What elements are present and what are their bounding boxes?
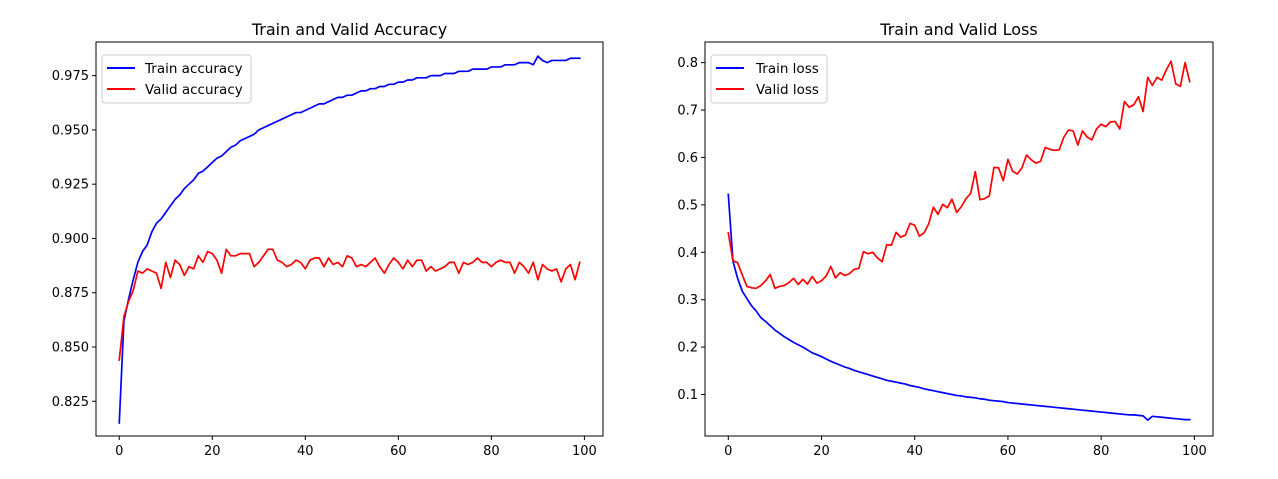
y-tick-label: 0.925 [52, 178, 89, 193]
y-axis-ticks: 0.825 0.850 0.875 0.900 0.925 0.950 0.975 [52, 69, 96, 410]
y-tick-label: 0.875 [52, 286, 89, 301]
x-tick-label: 80 [483, 444, 500, 459]
loss-chart: Train and Valid Loss 0.10.20.30.40.50.60… [677, 20, 1214, 459]
chart-title: Train and Valid Accuracy [251, 20, 447, 39]
y-tick-label: 0.3 [677, 293, 698, 308]
legend: Train accuracy Valid accuracy [101, 54, 252, 104]
y-tick-label: 0.975 [52, 69, 89, 84]
y-axis-ticks: 0.1 0.2 0.3 0.4 0.5 0.6 0.7 0.8 [677, 56, 705, 403]
plot-frame [704, 41, 1214, 437]
x-tick-label: 60 [1000, 444, 1017, 459]
x-tick-label: 0 [115, 444, 123, 459]
x-tick-label: 0 [724, 444, 732, 459]
accuracy-chart: Train and Valid Accuracy 0.825 0.850 0.875… [52, 20, 604, 459]
legend-label-valid-accuracy: Valid accuracy [145, 82, 243, 98]
legend-label-train-accuracy: Train accuracy [144, 61, 243, 77]
y-tick-label: 0.825 [52, 395, 89, 410]
legend: Train loss Valid loss [710, 54, 828, 104]
x-axis-ticks: 0 20 40 60 80 100 [115, 436, 597, 459]
x-axis-ticks: 0 20 40 60 80 100 [724, 436, 1207, 459]
y-tick-label: 0.850 [52, 340, 89, 355]
legend-label-train-loss: Train loss [755, 61, 819, 77]
legend-box [101, 54, 252, 104]
x-tick-label: 100 [1182, 444, 1207, 459]
x-tick-label: 20 [204, 444, 221, 459]
series-line-valid-loss [727, 60, 1191, 290]
y-tick-label: 0.8 [677, 56, 698, 71]
y-tick-label: 0.2 [677, 341, 698, 356]
legend-label-valid-loss: Valid loss [756, 82, 819, 98]
y-tick-label: 0.1 [677, 388, 698, 403]
y-tick-label: 0.5 [677, 198, 698, 213]
y-tick-label: 0.4 [677, 246, 698, 261]
y-tick-label: 0.900 [52, 232, 89, 247]
x-tick-label: 20 [813, 444, 830, 459]
y-tick-label: 0.950 [52, 123, 89, 138]
x-tick-label: 80 [1093, 444, 1110, 459]
y-tick-label: 0.6 [677, 151, 698, 166]
plot-frame [95, 41, 604, 437]
x-tick-label: 60 [390, 444, 407, 459]
plot-lines [118, 55, 581, 424]
series-line-train-accuracy [118, 55, 581, 424]
chart-title: Train and Valid Loss [879, 20, 1037, 39]
plot-lines [727, 60, 1191, 421]
series-line-valid-accuracy [118, 248, 581, 361]
x-tick-label: 40 [906, 444, 923, 459]
y-tick-label: 0.7 [677, 104, 698, 119]
x-tick-label: 40 [297, 444, 314, 459]
x-tick-label: 100 [572, 444, 597, 459]
series-line-train-loss [727, 193, 1191, 421]
